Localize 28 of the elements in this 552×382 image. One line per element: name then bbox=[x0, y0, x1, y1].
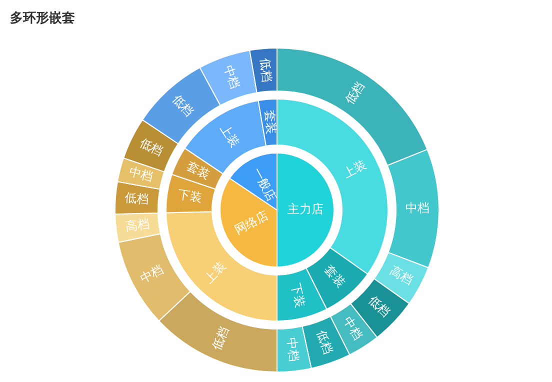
slice-label: 低档 bbox=[314, 328, 336, 356]
slice-label: 低档 bbox=[366, 292, 393, 320]
slice-label: 低档 bbox=[209, 324, 232, 352]
slice-label: 上装 bbox=[340, 157, 369, 181]
slice-label: 套装 bbox=[322, 262, 348, 290]
slice-label: 上装 bbox=[202, 258, 228, 286]
slice-label: 下装 bbox=[177, 187, 204, 205]
slice-label: 网络店 bbox=[232, 208, 271, 238]
slice-label: 下装 bbox=[288, 282, 308, 309]
slice-label: 低档 bbox=[342, 79, 368, 107]
slice-label: 上装 bbox=[217, 122, 242, 150]
slice-label: 中档 bbox=[138, 262, 166, 286]
slice-label: 低档 bbox=[258, 57, 274, 82]
slice-label: 低档 bbox=[138, 135, 166, 159]
slice-label: 主力店 bbox=[288, 202, 324, 216]
slice-label: 低档 bbox=[170, 92, 196, 120]
slice-label: 高档 bbox=[124, 216, 150, 234]
slice-label: 中档 bbox=[284, 336, 302, 362]
slice-label: 低档 bbox=[124, 190, 150, 206]
slice-label: 中档 bbox=[405, 200, 430, 215]
slice-label: 中档 bbox=[221, 63, 242, 91]
slice-label: 一般店 bbox=[250, 165, 280, 204]
slice-label: 中档 bbox=[340, 314, 366, 342]
slice-label: 高档 bbox=[387, 264, 416, 288]
slice-label: 套装 bbox=[262, 110, 278, 135]
slice-label: 中档 bbox=[128, 164, 154, 184]
slice-label: 套装 bbox=[184, 158, 212, 182]
text: 多环形嵌套 bbox=[10, 10, 75, 27]
